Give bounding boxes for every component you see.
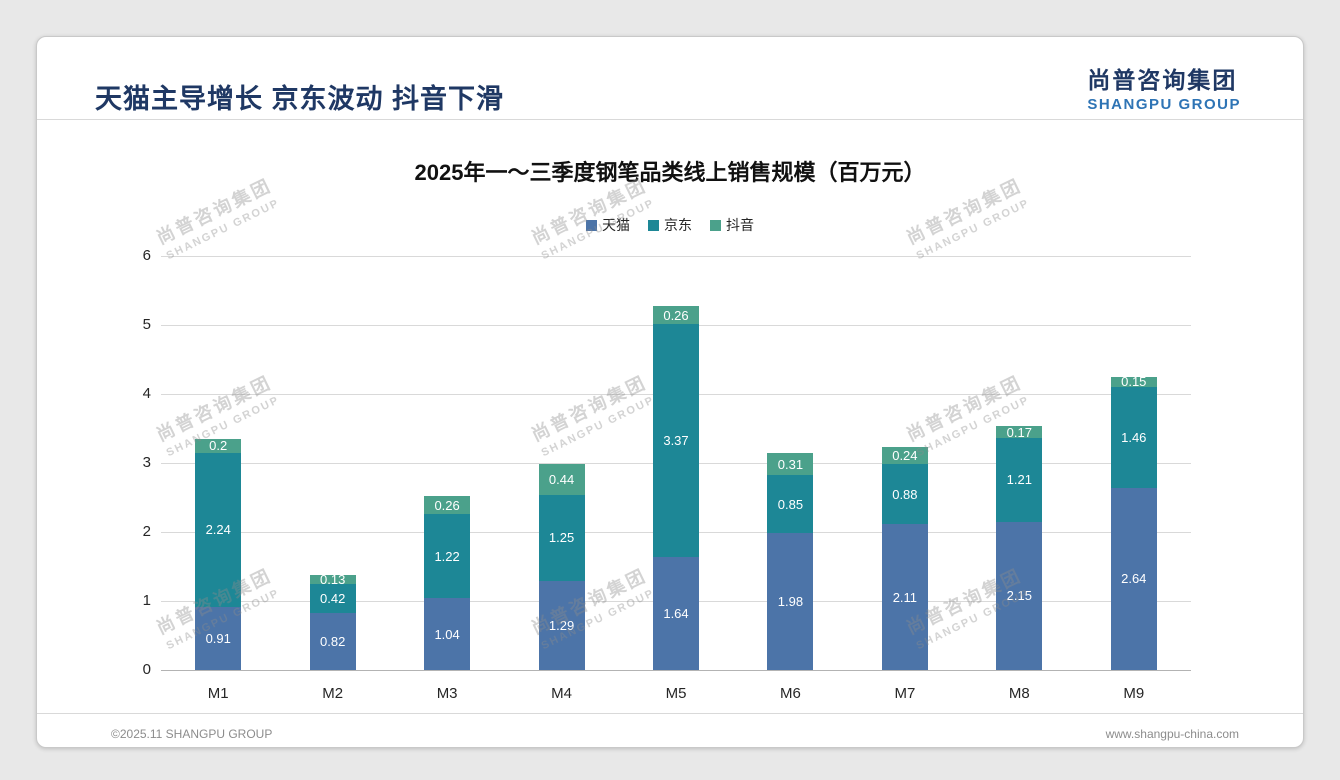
bar-segment-douyin-M3: 0.26 [424,496,471,515]
header-divider [37,119,1303,120]
bar-segment-jd-M2: 0.42 [309,584,356,614]
bar-value-label: 2.15 [1006,588,1032,604]
y-axis-tick-label: 2 [142,523,151,540]
chart-title: 2025年一～三季度钢笔品类线上销售规模（百万元） [414,160,926,185]
bar-segment-douyin-M4: 0.44 [538,464,585,495]
bar-segment-douyin-M9: 0.15 [1110,374,1157,390]
legend-label-douyin: 抖音 [726,217,754,233]
bar-segment-douyin-M1: 0.2 [195,438,242,454]
slide-card: 天猫主导增长 京东波动 抖音下滑 尚普咨询集团 SHANGPU GROUP 20… [36,36,1304,748]
bar-segment-tmall-M5: 1.64 [653,556,699,670]
legend-item-douyin: 抖音 [710,215,754,235]
bar-segment-jd-M6: 0.85 [767,474,814,534]
y-axis-tick-label: 4 [142,385,151,402]
bar-segment-tmall-M8: 2.15 [996,521,1043,670]
bar-segment-tmall-M7: 2.11 [881,524,928,670]
bar-segment-douyin-M2: 0.13 [309,572,356,588]
legend-marker-tmall [586,219,597,231]
footer-website: www.shangpu-china.com [1105,727,1239,741]
bar-value-label: 0.82 [320,634,346,650]
legend-marker-douyin [710,219,721,231]
bar-segment-tmall-M3: 1.04 [424,598,471,670]
x-axis-tick-label: M4 [551,685,572,702]
x-axis-tick-label: M6 [780,685,801,702]
bar-segment-tmall-M1: 0.91 [195,607,242,670]
bar-value-label: 0.26 [663,307,689,323]
y-axis-tick-label: 5 [142,316,151,333]
gridline [161,256,1191,257]
legend-item-tmall: 天猫 [586,215,630,235]
bar-value-label: 0.31 [777,456,804,472]
chart-plot-area: 0 1 2 3 4 5 6 0.91 2.24 0.2 M1 0.82 0.42 0.13 M2 1.04 1.… [143,247,1191,702]
bar-segment-jd-M1: 2.24 [195,452,242,608]
bar-value-label: 1.21 [1006,472,1032,488]
bar-value-label: 0.15 [1121,374,1147,390]
bar-segment-tmall-M2: 0.82 [309,613,356,670]
bar-value-label: 0.2 [209,438,228,454]
bar-value-label: 1.46 [1121,429,1147,445]
company-logo: 尚普咨询集团 SHANGPU GROUP [1087,61,1241,113]
bar-value-label: 0.17 [1006,424,1032,440]
bar-value-label: 0.44 [548,472,575,488]
bar-value-label: 2.64 [1121,571,1147,587]
bar-segment-jd-M4: 1.25 [538,494,585,581]
bar-segment-jd-M3: 1.22 [424,514,471,599]
logo-english-text: SHANGPU GROUP [1087,96,1241,113]
x-axis-line [161,670,1191,671]
legend-item-jd: 京东 [648,215,692,235]
x-axis-tick-label: M9 [1123,685,1145,702]
bar-value-label: 0.26 [434,497,460,513]
bar-segment-douyin-M7: 0.24 [881,447,928,464]
bar-value-label: 0.91 [205,631,231,647]
bar-value-label: 1.64 [663,605,689,621]
bar-value-label: 0.42 [320,591,346,607]
bar-segment-douyin-M5: 0.26 [653,306,699,325]
x-axis-tick-label: M7 [894,685,916,702]
logo-chinese-text: 尚普咨询集团 [1087,67,1238,93]
bar-value-label: 3.37 [663,433,689,449]
legend-label-jd: 京东 [664,217,692,233]
x-axis-tick-label: M8 [1008,685,1030,702]
footer-copyright: ©2025.11 SHANGPU GROUP [111,727,273,741]
bar-value-label: 1.04 [434,626,460,642]
bar-value-label: 0.24 [892,447,918,463]
legend-label-tmall: 天猫 [602,217,630,233]
chart-legend: 天猫 京东 抖音 [37,215,1303,235]
y-axis-tick-label: 1 [142,592,151,609]
bar-value-label: 1.29 [548,618,575,633]
bar-segment-jd-M5: 3.37 [653,324,699,557]
x-axis-tick-label: M3 [436,685,458,702]
bar-segment-douyin-M6: 0.31 [767,453,814,475]
page-title: 天猫主导增长 京东波动 抖音下滑 [95,84,505,114]
bar-value-label: 1.98 [777,594,804,610]
bar-value-label: 0.13 [320,572,346,588]
footer-divider [37,713,1303,714]
x-axis-tick-label: M2 [322,685,344,702]
bar-segment-jd-M8: 1.21 [996,438,1043,522]
x-axis-tick-label: M5 [665,685,687,702]
bar-segment-douyin-M8: 0.17 [996,424,1043,440]
bar-value-label: 0.85 [777,496,804,512]
bar-segment-jd-M9: 1.46 [1110,387,1157,488]
bar-value-label: 1.25 [548,530,575,546]
y-axis-tick-label: 0 [142,661,151,678]
bar-value-label: 1.22 [434,548,460,564]
bar-segment-tmall-M6: 1.98 [767,533,814,670]
bar-segment-jd-M7: 0.88 [881,463,928,525]
bar-value-label: 0.88 [892,486,918,502]
bar-value-label: 2.24 [205,522,231,538]
y-axis-tick-label: 3 [142,454,151,471]
x-axis-tick-label: M1 [207,685,229,702]
y-axis-tick-label: 6 [142,247,151,264]
bar-value-label: 2.11 [892,589,918,605]
bar-segment-tmall-M4: 1.29 [538,581,585,670]
footer: ©2025.11 SHANGPU GROUP www.shangpu-china… [37,721,1303,747]
bar-segment-tmall-M9: 2.64 [1110,487,1157,670]
legend-marker-jd [648,219,659,231]
